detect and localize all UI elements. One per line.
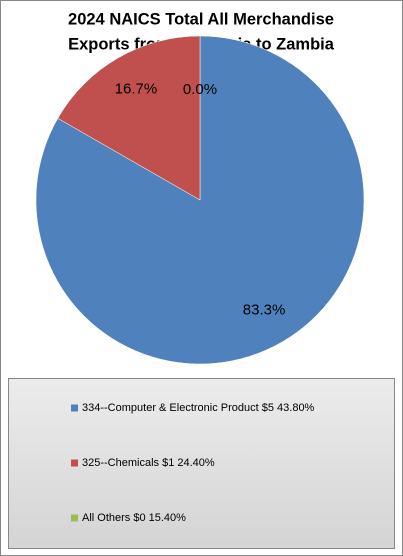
pie-slice <box>35 35 365 365</box>
legend-marker <box>71 404 78 412</box>
pie-slice <box>57 35 201 201</box>
legend-label: All Others $0 15.40% <box>82 512 186 524</box>
legend: 334--Computer & Electronic Product $5 43… <box>71 402 315 524</box>
pie: 83.3% 16.7% 0.0% <box>35 35 365 365</box>
legend-marker <box>71 514 78 522</box>
chart-title: 2024 NAICS Total All Merchandise <box>68 10 334 28</box>
data-label: 0.0% <box>183 81 217 98</box>
legend-marker <box>71 459 78 467</box>
legend-label: 325--Chemicals $1 24.40% <box>82 457 215 469</box>
legend-label: 334--Computer & Electronic Product $5 43… <box>82 402 315 414</box>
data-label: 16.7% <box>115 80 158 97</box>
data-label: 83.3% <box>243 302 286 319</box>
